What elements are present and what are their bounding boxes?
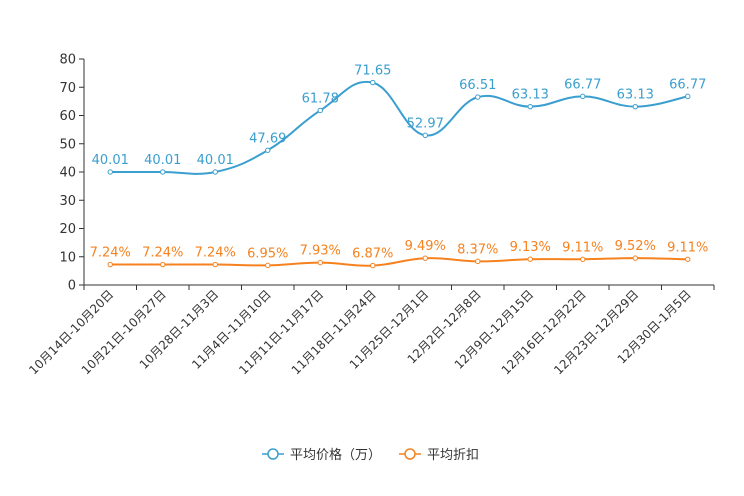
- series-2: 7.24% 7.24% 7.24% 6.95% 7.93% 6.87% 9.49% 8.37%…: [90, 239, 708, 269]
- y-tick-label: 70: [59, 81, 76, 96]
- data-label: 61.78: [302, 91, 339, 106]
- data-point: [265, 147, 271, 153]
- data-label: 7.24%: [142, 246, 183, 261]
- data-point: [422, 132, 428, 139]
- data-point: [160, 261, 166, 268]
- data-label: 9.11%: [562, 240, 603, 255]
- y-tick-label: 50: [59, 137, 76, 152]
- data-point: [527, 103, 533, 110]
- legend-marker-icon: [404, 448, 416, 460]
- data-point: [632, 103, 638, 110]
- data-label: 9.52%: [615, 239, 656, 254]
- series-group: 40.01 40.01 40.01 47.69 61.78 71.65 52.97 66.51…: [90, 64, 708, 269]
- legend-label: 平均折扣: [427, 448, 479, 463]
- y-tick-label: 30: [59, 194, 76, 209]
- legend-marker-icon: [267, 448, 279, 460]
- data-label: 9.11%: [667, 240, 708, 255]
- data-label: 7.24%: [90, 246, 131, 261]
- x-tick-label: 10月14日-10月20日: [26, 287, 116, 377]
- data-label: 40.01: [144, 153, 181, 168]
- y-tick-label: 40: [59, 166, 76, 181]
- series-line: [110, 257, 688, 267]
- data-point: [160, 169, 166, 175]
- data-point: [580, 256, 586, 262]
- data-label: 40.01: [197, 153, 234, 168]
- data-label: 66.77: [564, 77, 601, 92]
- data-label: 52.97: [407, 116, 444, 131]
- data-point: [212, 261, 218, 268]
- data-point: [685, 93, 691, 100]
- legend-label: 平均价格（万）: [290, 447, 381, 463]
- data-label: 71.65: [354, 64, 391, 79]
- data-point: [685, 256, 691, 262]
- data-point: [527, 256, 533, 262]
- y-tick-label: 20: [59, 222, 76, 237]
- data-point: [107, 261, 113, 268]
- data-label: 7.93%: [300, 244, 341, 259]
- data-label: 9.49%: [405, 239, 446, 254]
- data-point: [370, 79, 376, 86]
- data-label: 6.87%: [352, 247, 393, 262]
- y-tick-label: 10: [59, 250, 76, 265]
- data-label: 6.95%: [247, 246, 288, 261]
- series-1: 40.01 40.01 40.01 47.69 61.78 71.65 52.97 66.51…: [92, 64, 706, 175]
- data-label: 63.13: [617, 88, 654, 103]
- y-tick-label: 60: [59, 109, 76, 124]
- y-tick-label: 80: [59, 53, 76, 68]
- legend[interactable]: 平均价格（万） 平均折扣: [262, 447, 479, 463]
- data-label: 63.13: [512, 88, 549, 103]
- data-point: [632, 255, 638, 261]
- data-point: [317, 107, 323, 114]
- data-point: [370, 262, 376, 269]
- data-label: 66.51: [459, 78, 496, 93]
- data-point: [107, 169, 113, 175]
- data-label: 47.69: [249, 131, 286, 146]
- data-point: [422, 255, 428, 261]
- data-label: 7.24%: [195, 246, 236, 261]
- y-tick-label: 0: [68, 279, 76, 294]
- data-label: 66.77: [669, 77, 706, 92]
- data-point: [475, 258, 481, 265]
- data-point: [580, 93, 586, 100]
- data-point: [212, 169, 218, 175]
- data-point: [317, 259, 323, 266]
- data-label: 40.01: [92, 153, 129, 168]
- data-label: 9.13%: [510, 240, 551, 255]
- data-label: 8.37%: [457, 242, 498, 257]
- legend-item-1[interactable]: 平均价格（万）: [262, 447, 381, 463]
- data-point: [475, 94, 481, 100]
- legend-item-2[interactable]: 平均折扣: [399, 448, 479, 463]
- data-point: [265, 262, 271, 269]
